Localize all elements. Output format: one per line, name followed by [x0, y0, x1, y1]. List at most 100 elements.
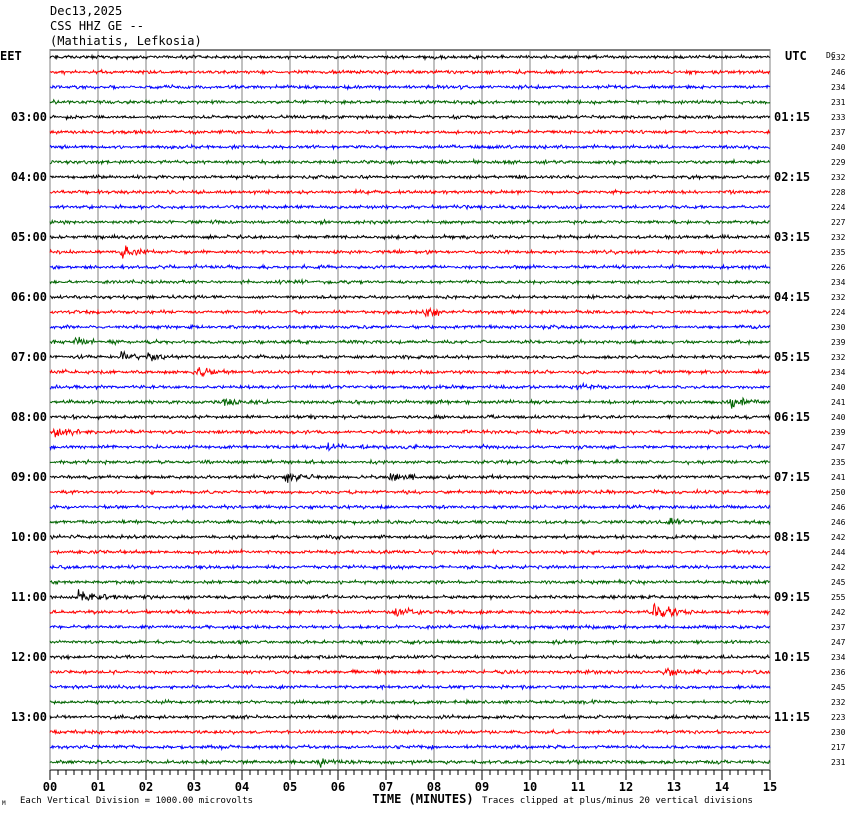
dc-offset-label: 247 — [831, 638, 846, 647]
trace-line — [49, 336, 771, 347]
left-timezone-label: EET — [0, 49, 22, 63]
trace-line — [49, 98, 771, 106]
dc-offset-label: 228 — [831, 188, 846, 197]
trace-line — [49, 367, 771, 378]
dc-offset-label: 247 — [831, 443, 846, 452]
left-hour-label: 03:00 — [11, 110, 47, 124]
x-tick-label: 02 — [139, 780, 153, 794]
trace-line — [49, 173, 771, 181]
dc-offset-label: 232 — [831, 293, 846, 302]
trace-line — [49, 83, 771, 92]
dc-offset-label: 234 — [831, 83, 846, 92]
trace-line — [49, 323, 771, 331]
dc-offset-label: 234 — [831, 278, 846, 287]
minute-gridlines — [49, 50, 771, 770]
dc-offset-label: 236 — [831, 668, 846, 677]
dc-offset-label: 226 — [831, 263, 846, 272]
trace-line — [49, 233, 771, 241]
left-hour-label: 07:00 — [11, 350, 47, 364]
trace-line — [49, 487, 771, 496]
x-tick-label: 14 — [715, 780, 729, 794]
right-hour-label: 08:15 — [774, 530, 810, 544]
vertical-division-note: Each Vertical Division = 1000.00 microvo… — [20, 796, 253, 806]
dc-offset-labels: 232 246 234 231 233 237 240 229 232 228 224 227 232 2… — [831, 53, 846, 767]
dc-offset-label: 235 — [831, 248, 846, 257]
trace-line — [49, 683, 771, 691]
trace-line — [49, 589, 771, 602]
trace-line — [49, 698, 771, 706]
right-hour-label: 06:15 — [774, 410, 810, 424]
x-tick-label: 08 — [427, 780, 441, 794]
trace-line — [49, 743, 771, 752]
trace-line — [49, 113, 771, 121]
trace-line — [49, 68, 771, 76]
trace-line — [49, 218, 771, 226]
dc-offset-label: 255 — [831, 593, 846, 602]
trace-line — [49, 728, 771, 736]
trace-line — [49, 293, 771, 301]
dc-offset-label: 224 — [831, 203, 846, 212]
trace-line — [49, 548, 771, 556]
trace-line — [49, 53, 771, 62]
trace-line — [49, 306, 771, 318]
left-hour-label: 13:00 — [11, 710, 47, 724]
dc-offset-label: 246 — [831, 518, 846, 527]
x-tick-label: 00 — [43, 780, 57, 794]
right-timezone-label: UTC — [785, 49, 807, 63]
trace-line — [49, 396, 771, 409]
dc-offset-label: 241 — [831, 473, 846, 482]
dc-offset-label: 240 — [831, 413, 846, 422]
left-hour-label: 09:00 — [11, 470, 47, 484]
dc-offset-label: 230 — [831, 323, 846, 332]
clip-note: Traces clipped at plus/minus 20 vertical… — [482, 796, 753, 806]
dc-offset-label: 237 — [831, 128, 846, 137]
x-tick-label: 05 — [283, 780, 297, 794]
dc-offset-label: 224 — [831, 308, 846, 317]
left-hour-label: 06:00 — [11, 290, 47, 304]
trace-line — [49, 187, 771, 196]
x-tick-label: 11 — [571, 780, 585, 794]
x-tick-label: 04 — [235, 780, 249, 794]
trace-line — [49, 458, 771, 466]
right-hour-label: 03:15 — [774, 230, 810, 244]
trace-line — [49, 263, 771, 271]
x-tick-label: 15 — [763, 780, 777, 794]
right-hour-label: 04:15 — [774, 290, 810, 304]
x-tick-label: 06 — [331, 780, 345, 794]
trace-line — [49, 381, 771, 391]
trace-line — [49, 758, 771, 768]
plot-frame — [49, 49, 771, 771]
dc-offset-label: 227 — [831, 218, 846, 227]
dc-offset-label: 237 — [831, 623, 846, 632]
trace-line — [49, 472, 771, 483]
trace-line — [49, 245, 771, 259]
station-code: CSS HHZ GE -- — [50, 19, 144, 33]
trace-line — [49, 427, 771, 438]
x-tick-label: 07 — [379, 780, 393, 794]
trace-line — [49, 517, 771, 526]
x-tick-label: 01 — [91, 780, 105, 794]
station-location: (Mathiatis, Lefkosia) — [50, 34, 202, 48]
trace-line — [49, 713, 771, 721]
x-tick-label: 13 — [667, 780, 681, 794]
x-tick-label: 10 — [523, 780, 537, 794]
trace-line — [49, 533, 771, 541]
dc-offset-label: 250 — [831, 488, 846, 497]
right-hour-label: 05:15 — [774, 350, 810, 364]
left-hour-label: 08:00 — [11, 410, 47, 424]
trace-line — [49, 563, 771, 571]
dc-offset-label: 242 — [831, 563, 846, 572]
trace-line — [49, 602, 771, 618]
dc-offset-label: 232 — [831, 233, 846, 242]
left-hour-label: 12:00 — [11, 650, 47, 664]
dc-offset-label: 245 — [831, 683, 846, 692]
right-hour-label: 01:15 — [774, 110, 810, 124]
trace-line — [49, 203, 771, 211]
dc-offset-label: 233 — [831, 113, 846, 122]
dc-offset-label: 245 — [831, 578, 846, 587]
trace-line — [49, 128, 771, 136]
corner-mark: M — [2, 800, 6, 807]
trace-line — [49, 277, 771, 287]
left-hour-label: 11:00 — [11, 590, 47, 604]
